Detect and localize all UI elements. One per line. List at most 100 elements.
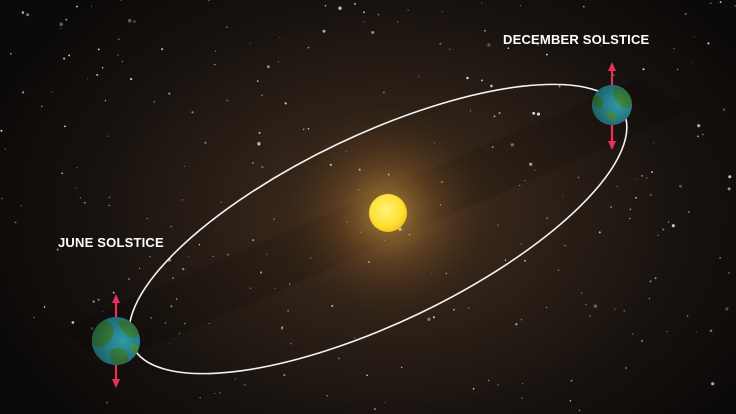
star [112, 291, 115, 294]
star [448, 48, 451, 51]
star [287, 310, 289, 312]
star [397, 21, 399, 23]
star [671, 224, 675, 228]
star [629, 208, 632, 210]
star [727, 187, 731, 191]
star [199, 397, 201, 399]
star [666, 330, 668, 333]
star [133, 20, 136, 23]
star [219, 392, 221, 394]
star [642, 68, 645, 71]
star [616, 185, 618, 188]
star [363, 11, 366, 14]
star [407, 9, 409, 11]
star [60, 27, 62, 29]
star [120, 0, 122, 1]
star [168, 92, 171, 95]
star [56, 248, 59, 251]
star [649, 194, 652, 196]
star [149, 256, 151, 258]
star [65, 18, 68, 21]
star [654, 277, 657, 280]
star [33, 316, 35, 319]
star [498, 112, 501, 114]
star [153, 101, 155, 103]
star [469, 110, 471, 112]
star [734, 5, 736, 7]
axis-arrowhead-bottom [112, 379, 120, 388]
star [92, 300, 95, 303]
star [686, 315, 689, 317]
sun-icon [369, 194, 407, 232]
star [118, 38, 120, 40]
star [59, 22, 63, 27]
star [524, 259, 526, 262]
star [484, 29, 486, 32]
star [274, 287, 276, 290]
star [702, 133, 704, 136]
star [515, 323, 518, 326]
star [520, 318, 523, 321]
december-solstice-label: DECEMBER SOLSTICE [503, 32, 650, 47]
star [22, 91, 25, 94]
star [564, 244, 566, 247]
star [266, 253, 268, 256]
star [719, 1, 722, 3]
star [258, 131, 261, 134]
star [653, 141, 655, 144]
june-solstice-label: JUNE SOLSTICE [58, 235, 164, 250]
star [182, 268, 185, 271]
star [75, 5, 78, 8]
star [172, 277, 174, 280]
star [181, 199, 184, 201]
star [191, 111, 194, 114]
star [51, 90, 54, 93]
star [374, 408, 376, 410]
star [161, 48, 164, 51]
star [657, 234, 659, 236]
star [40, 105, 43, 108]
star [707, 42, 710, 45]
star [63, 57, 66, 60]
star [687, 211, 690, 213]
star [723, 108, 725, 111]
star [624, 367, 627, 369]
star [256, 80, 259, 82]
star [220, 201, 222, 203]
star [249, 287, 252, 290]
star [487, 43, 491, 47]
star [14, 221, 17, 224]
star [584, 303, 587, 306]
earth-december [592, 62, 632, 150]
star [384, 402, 386, 404]
star [127, 18, 132, 23]
star [490, 84, 493, 88]
star [277, 60, 280, 63]
star [214, 392, 216, 394]
star [61, 172, 64, 175]
earth-continents [592, 85, 632, 125]
star [684, 12, 687, 16]
star [261, 166, 264, 169]
star [577, 176, 580, 179]
star [519, 184, 521, 187]
star [488, 379, 490, 382]
star [583, 5, 585, 8]
star [580, 292, 583, 294]
star [150, 317, 152, 319]
star [90, 5, 93, 7]
axis-arrowhead-bottom [608, 141, 616, 150]
star [128, 278, 131, 280]
earth-continents [92, 317, 140, 365]
star [679, 184, 682, 188]
star [613, 308, 616, 311]
star [338, 6, 342, 10]
star [43, 306, 46, 308]
star [697, 124, 701, 128]
star [534, 169, 536, 171]
star [641, 339, 644, 342]
star [260, 94, 263, 97]
star [108, 196, 111, 199]
